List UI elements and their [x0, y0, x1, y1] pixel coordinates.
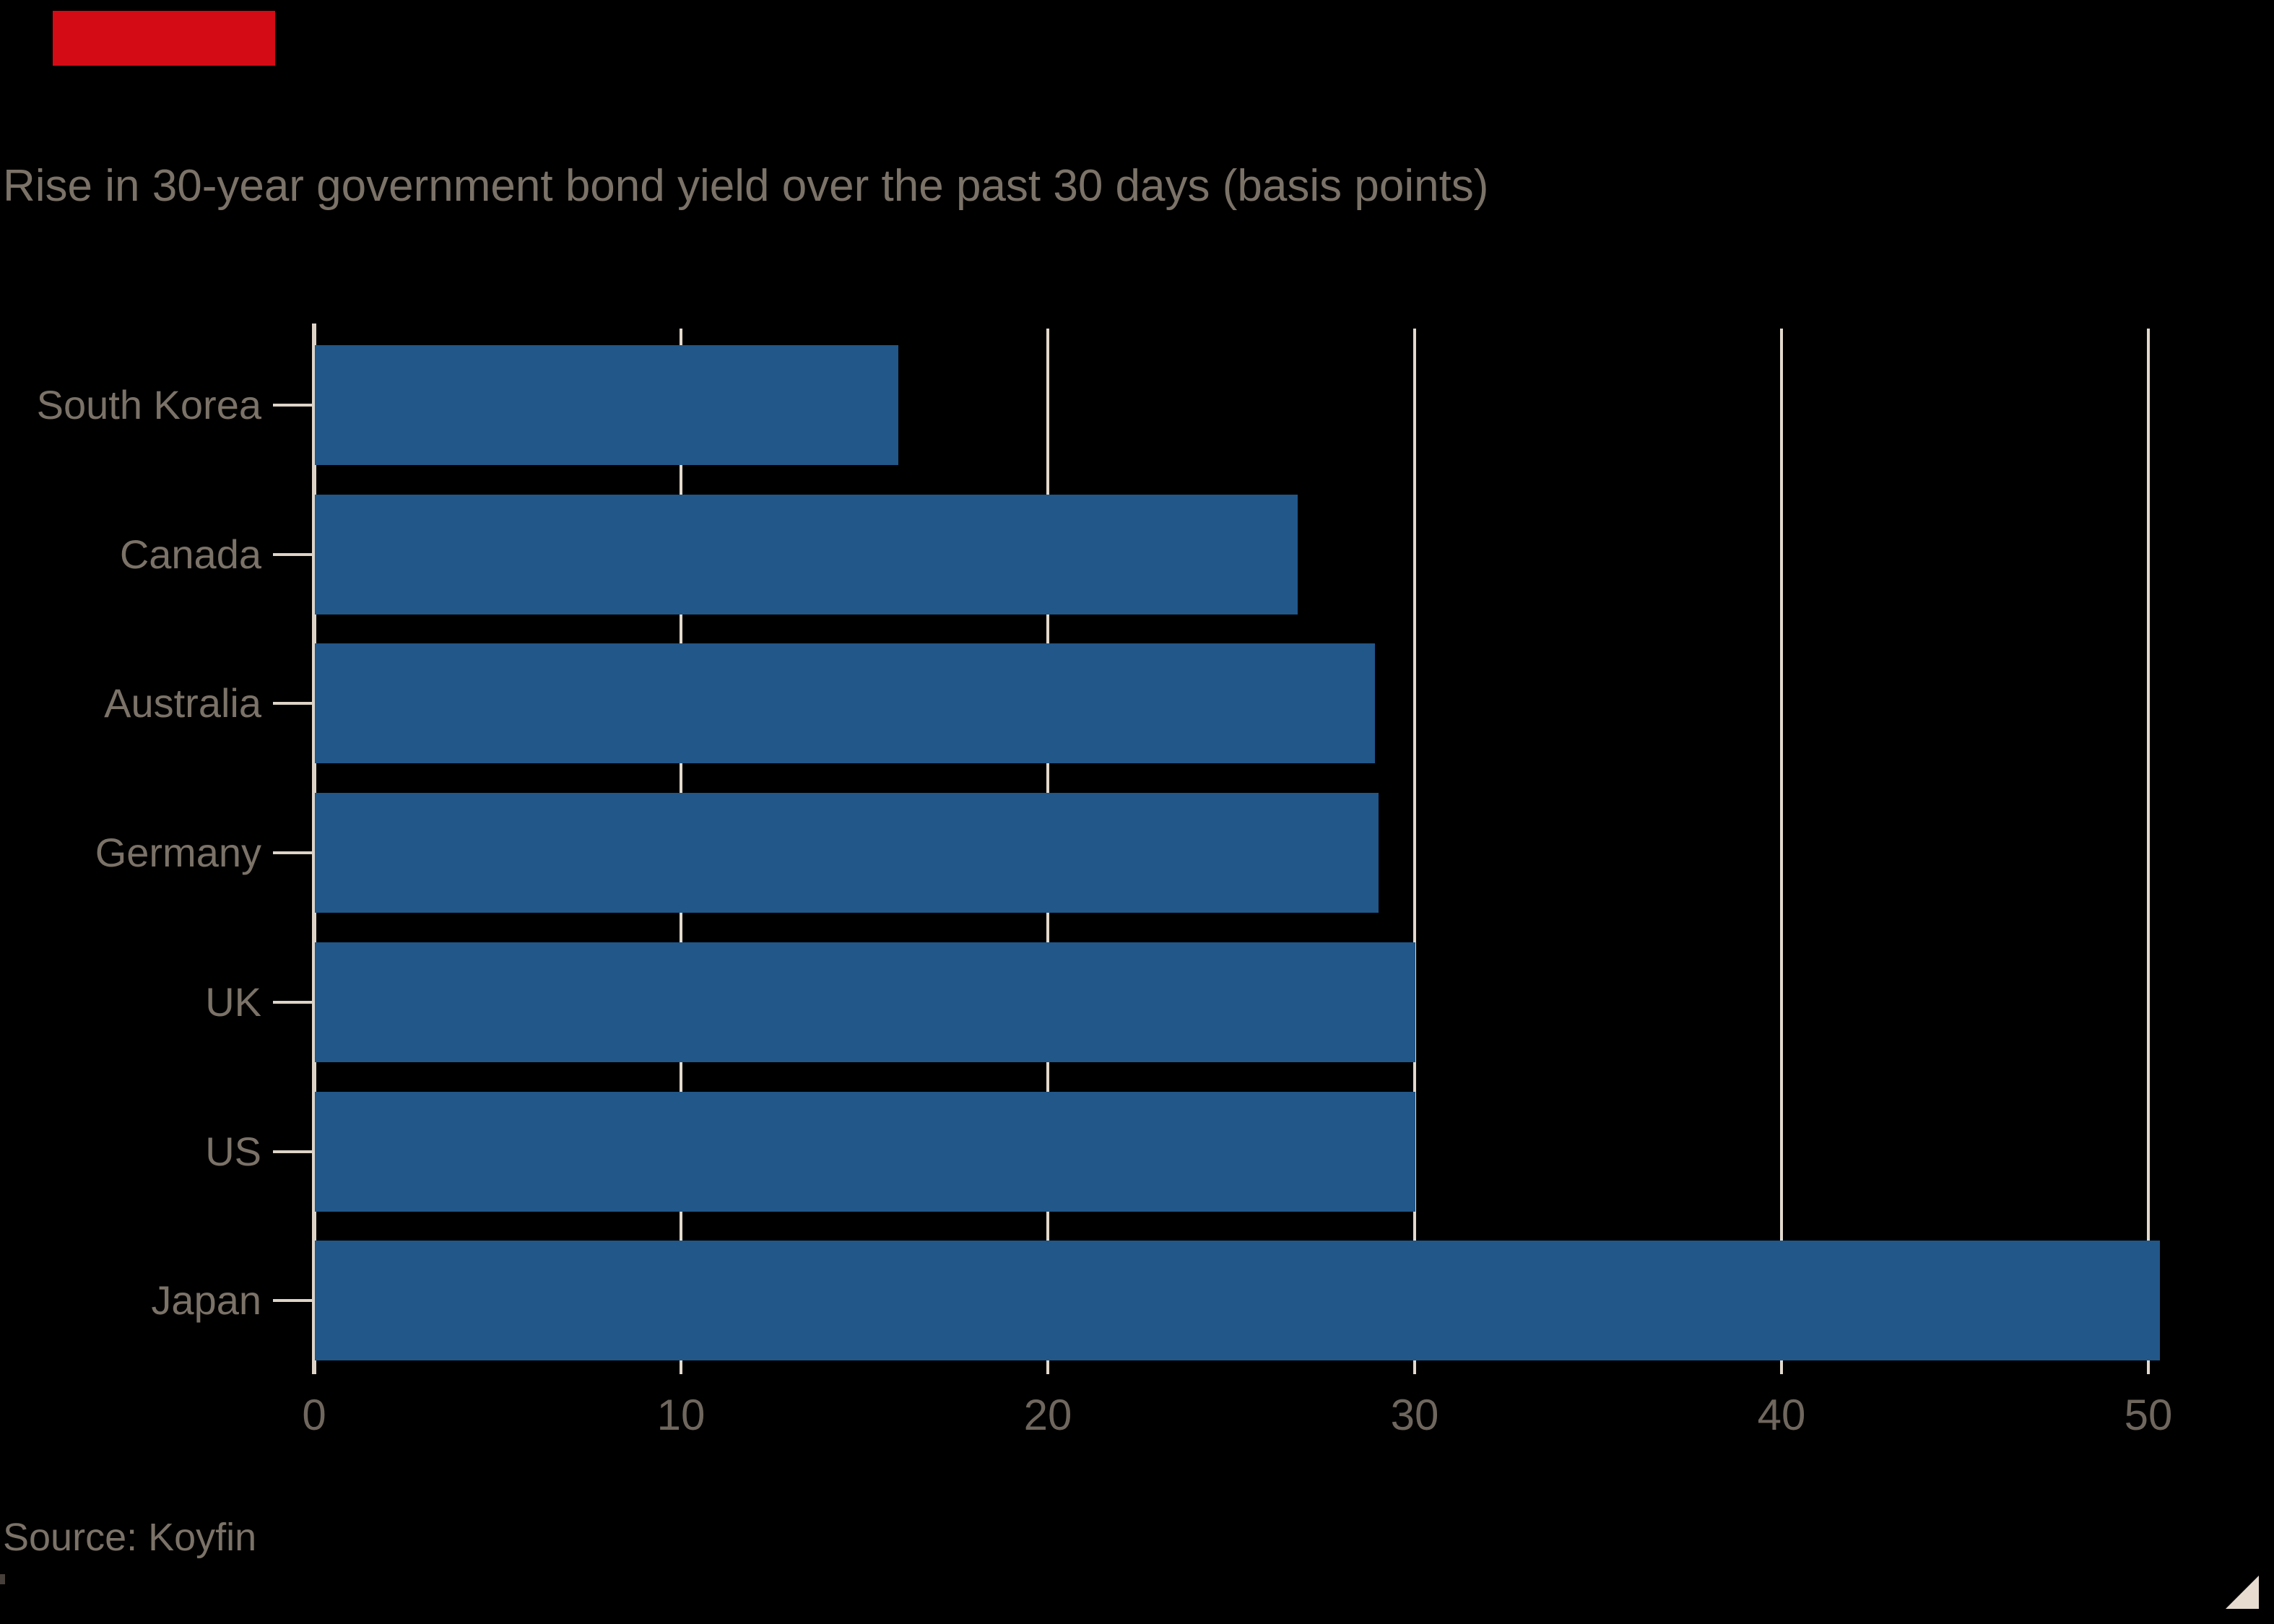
- category-tick-australia: [273, 702, 313, 705]
- bar-japan: [315, 1241, 2161, 1361]
- x-tick-mark-20: [1046, 1360, 1049, 1374]
- x-tick-mark-40: [1780, 1360, 1783, 1374]
- x-tick-mark-30: [1413, 1360, 1416, 1374]
- category-tick-south-korea: [273, 404, 313, 407]
- category-tick-germany: [273, 851, 313, 855]
- gridline-x-30: [1413, 329, 1416, 1360]
- x-tick-label-20: 20: [1023, 1391, 1072, 1439]
- bar-germany: [315, 793, 1379, 913]
- x-tick-label-30: 30: [1390, 1391, 1439, 1439]
- category-tick-us: [273, 1150, 313, 1153]
- category-label-australia: Australia: [104, 680, 261, 726]
- category-label-us: US: [205, 1128, 261, 1174]
- red-highlight-bar: [53, 11, 275, 66]
- chart-title: Rise in 30-year government bond yield ov…: [3, 161, 1489, 211]
- corner-artifact: [0, 1574, 5, 1584]
- gridline-x-50: [2147, 329, 2150, 1360]
- category-label-canada: Canada: [119, 531, 261, 577]
- bar-us: [315, 1091, 1415, 1212]
- bar-south-korea: [315, 345, 898, 465]
- category-label-south-korea: South Korea: [36, 382, 261, 427]
- x-tick-mark-50: [2147, 1360, 2150, 1374]
- source-note: Source: Koyfin: [3, 1516, 257, 1559]
- category-tick-japan: [273, 1299, 313, 1303]
- x-tick-label-40: 40: [1757, 1391, 1806, 1439]
- category-label-germany: Germany: [95, 830, 261, 876]
- x-tick-label-10: 10: [656, 1391, 706, 1439]
- x-tick-label-0: 0: [302, 1391, 326, 1439]
- bar-australia: [315, 643, 1376, 764]
- x-tick-mark-10: [680, 1360, 682, 1374]
- corner-triangle-icon: [2226, 1576, 2259, 1609]
- category-label-uk: UK: [205, 978, 261, 1025]
- gridline-x-40: [1780, 329, 1783, 1360]
- y-axis-line: [312, 324, 316, 1374]
- bar-canada: [315, 494, 1298, 615]
- x-tick-label-50: 50: [2124, 1391, 2173, 1439]
- bar-uk: [315, 942, 1415, 1062]
- category-label-japan: Japan: [151, 1277, 261, 1324]
- category-tick-uk: [273, 1000, 313, 1004]
- category-tick-canada: [273, 552, 313, 556]
